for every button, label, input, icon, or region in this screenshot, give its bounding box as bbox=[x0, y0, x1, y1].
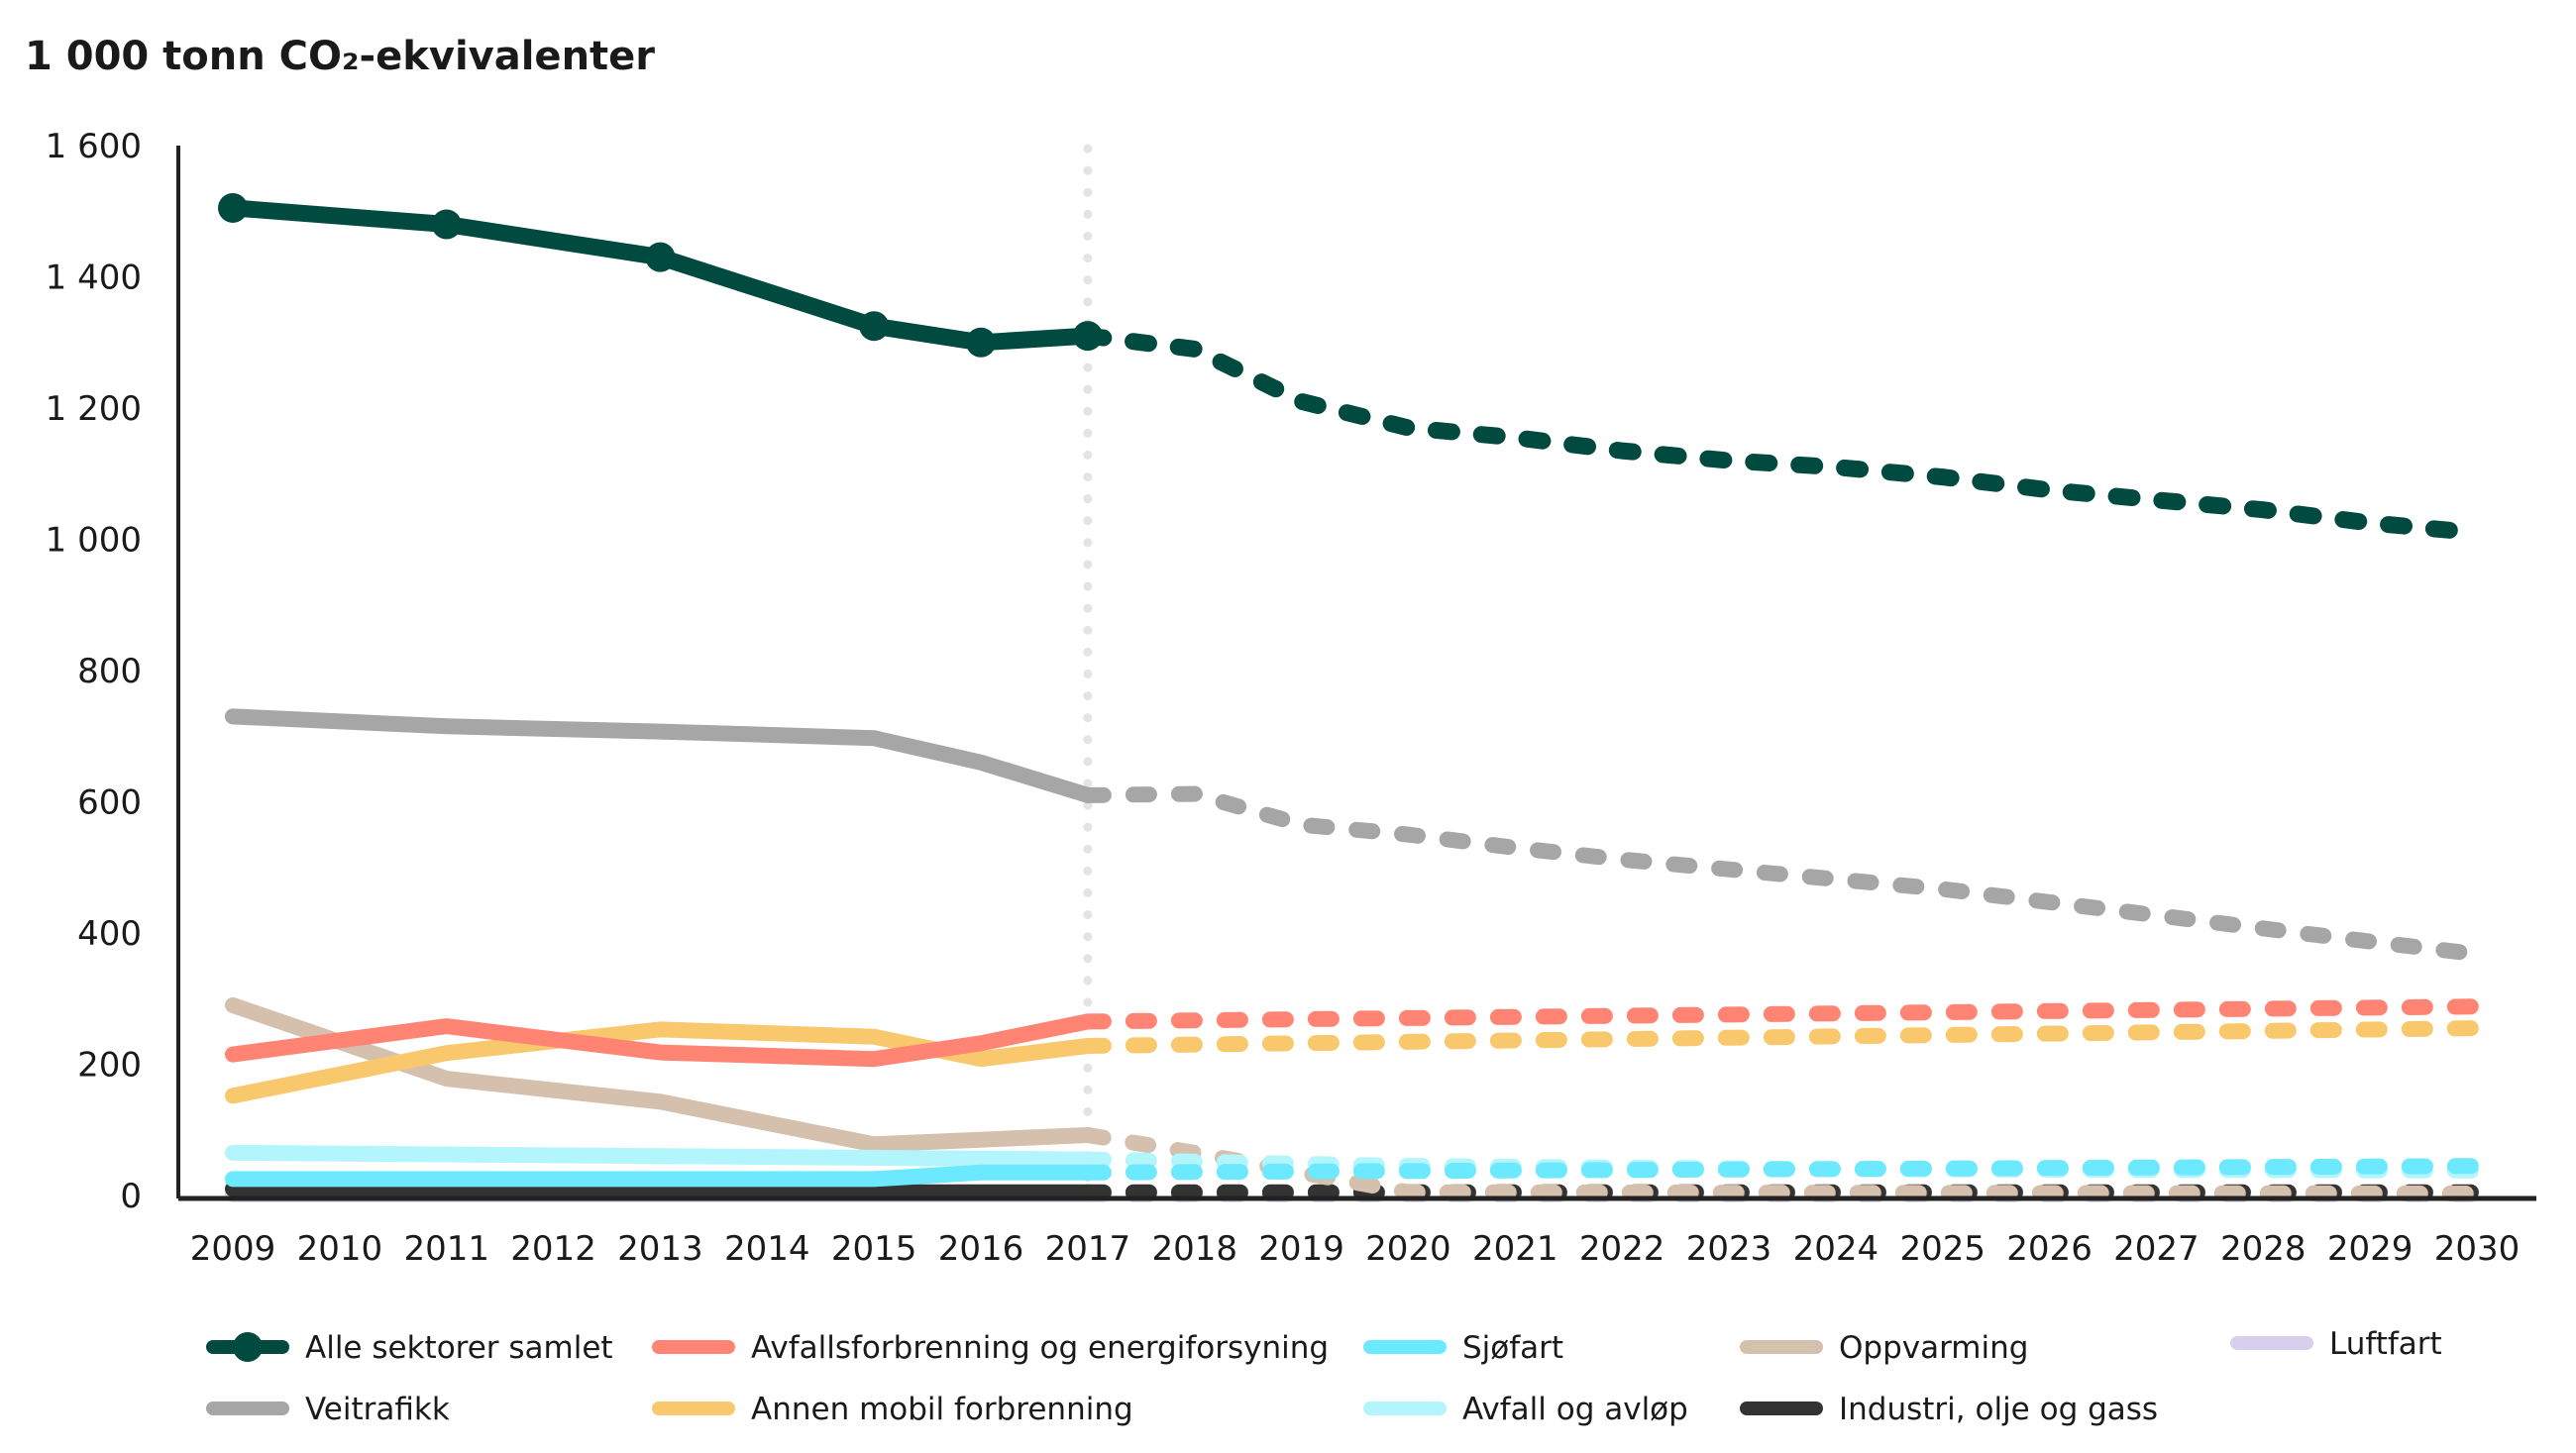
legend-item: Veitrafikk bbox=[206, 1392, 450, 1427]
series-line-historical bbox=[224, 199, 1097, 352]
legend-item: Avfallsforbrenning og energiforsyning bbox=[652, 1330, 1329, 1366]
legend-label: Veitrafikk bbox=[305, 1392, 450, 1427]
series-line-projection bbox=[1079, 1020, 2485, 1054]
data-point bbox=[1072, 321, 1103, 352]
legend-item: Industri, olje og gass bbox=[1740, 1392, 2158, 1427]
legend-label: Industri, olje og gass bbox=[1839, 1392, 2158, 1427]
series-line-projection bbox=[1079, 998, 2485, 1030]
series-sj-fart bbox=[225, 1158, 2485, 1188]
data-point bbox=[645, 242, 676, 272]
y-tick-label: 1 400 bbox=[46, 259, 142, 298]
x-tick-label: 2022 bbox=[1579, 1229, 1665, 1269]
series-line-projection bbox=[1079, 785, 2485, 963]
series-line-historical bbox=[225, 1144, 1096, 1168]
x-tick-label: 2028 bbox=[2220, 1229, 2307, 1269]
x-tick-label: 2017 bbox=[1045, 1229, 1131, 1269]
x-tick-label: 2026 bbox=[2006, 1229, 2093, 1269]
x-tick-label: 2029 bbox=[2327, 1229, 2414, 1269]
series-line-historical bbox=[225, 1021, 1096, 1104]
x-tick-label: 2021 bbox=[1472, 1229, 1558, 1269]
legend-label: Annen mobil forbrenning bbox=[751, 1392, 1133, 1427]
x-tick-label: 2011 bbox=[403, 1229, 489, 1269]
x-tick-label: 2019 bbox=[1258, 1229, 1344, 1269]
x-tick-label: 2018 bbox=[1151, 1229, 1237, 1269]
x-tick-label: 2012 bbox=[510, 1229, 596, 1269]
legend-label: Avfallsforbrenning og energiforsyning bbox=[751, 1330, 1329, 1366]
series-annen-mobil-forbrenning bbox=[225, 1020, 2485, 1104]
y-tick-label: 0 bbox=[120, 1177, 142, 1216]
x-tick-label: 2024 bbox=[1793, 1229, 1879, 1269]
y-tick-label: 1 600 bbox=[46, 127, 142, 166]
y-tick-label: 400 bbox=[77, 914, 142, 954]
y-tick-label: 1 200 bbox=[46, 389, 142, 429]
legend-label: Avfall og avløp bbox=[1462, 1392, 1688, 1427]
x-tick-label: 2016 bbox=[938, 1229, 1024, 1269]
legend-item: Luftfart bbox=[2230, 1326, 2442, 1362]
x-tick-label: 2023 bbox=[1686, 1229, 1772, 1269]
legend-marker bbox=[233, 1332, 263, 1362]
series-veitrafikk bbox=[225, 708, 2485, 963]
legend-label: Luftfart bbox=[2329, 1326, 2442, 1362]
x-tick-label: 2030 bbox=[2434, 1229, 2521, 1269]
y-tick-label: 800 bbox=[77, 652, 142, 691]
x-tick-label: 2010 bbox=[297, 1229, 383, 1269]
series-line-projection bbox=[1079, 1158, 2485, 1181]
data-point bbox=[966, 327, 996, 358]
legend-item: Oppvarming bbox=[1740, 1330, 2028, 1366]
y-tick-label: 200 bbox=[77, 1046, 142, 1086]
legend-label: Oppvarming bbox=[1839, 1330, 2028, 1366]
series-line-historical bbox=[225, 1164, 1096, 1188]
x-tick-label: 2027 bbox=[2113, 1229, 2200, 1269]
legend-item: Alle sektorer samlet bbox=[206, 1330, 613, 1366]
legend-item: Avfall og avløp bbox=[1363, 1392, 1688, 1427]
legend-label: Alle sektorer samlet bbox=[305, 1330, 613, 1366]
series-line-historical bbox=[225, 1013, 1096, 1068]
legend-item: Annen mobil forbrenning bbox=[652, 1392, 1133, 1427]
chart-title: 1 000 tonn CO₂-ekvivalenter bbox=[25, 34, 655, 79]
x-tick-label: 2009 bbox=[190, 1229, 276, 1269]
x-tick-label: 2020 bbox=[1365, 1229, 1451, 1269]
series-line-historical bbox=[225, 1181, 1096, 1200]
x-tick-label: 2025 bbox=[1899, 1229, 1986, 1269]
data-point bbox=[431, 209, 462, 240]
y-tick-label: 1 000 bbox=[46, 521, 142, 561]
legend-label: Sjøfart bbox=[1462, 1330, 1563, 1366]
x-tick-label: 2015 bbox=[831, 1229, 917, 1269]
series-line-historical bbox=[225, 708, 1096, 803]
legend-item: Sjøfart bbox=[1363, 1330, 1563, 1366]
data-point bbox=[218, 192, 248, 223]
data-point bbox=[859, 311, 890, 342]
y-tick-label: 600 bbox=[77, 783, 142, 823]
series-line-projection bbox=[1079, 327, 2486, 542]
series-avfallsforbrenning-og-energiforsyning bbox=[225, 998, 2485, 1068]
x-tick-label: 2013 bbox=[617, 1229, 703, 1269]
series-line-projection bbox=[1079, 1127, 2485, 1201]
series-alle-sektorer-samlet bbox=[218, 192, 2486, 542]
x-tick-label: 2014 bbox=[724, 1229, 810, 1269]
